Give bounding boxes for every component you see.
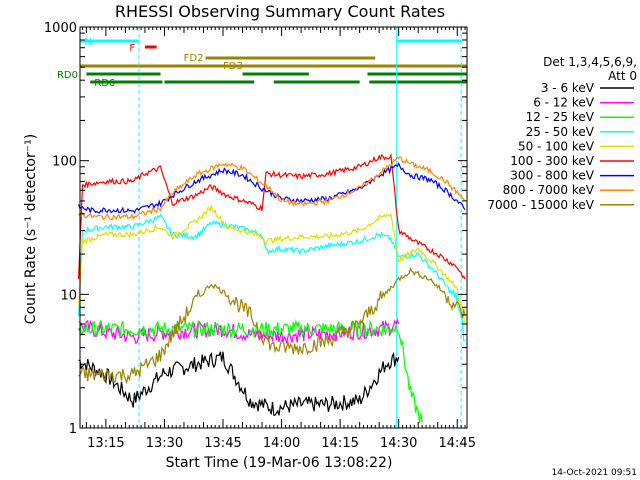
bar-label-rd0: RD0 bbox=[57, 70, 78, 81]
x-tick-label: 14:45 bbox=[439, 436, 476, 451]
series-line-6 bbox=[78, 162, 466, 215]
bar-label-fd2: FD2 bbox=[184, 53, 204, 64]
y-axis: 1 10 100 1000 bbox=[44, 21, 467, 437]
chart-title: RHESSI Observing Summary Count Rates bbox=[115, 2, 445, 21]
bar-label-f: F bbox=[129, 43, 135, 54]
legend-label-8: 7000 - 15000 keV bbox=[487, 198, 594, 212]
x-tick-label: 13:45 bbox=[204, 436, 241, 451]
y-axis-label: Count Rate (s⁻¹ detector⁻¹) bbox=[23, 134, 39, 324]
legend-header-line-1: Det 1,3,4,5,6,9, bbox=[543, 55, 637, 69]
series-line-3 bbox=[78, 213, 465, 342]
x-axis: 13:15 13:30 13:45 14:00 14:15 14:30 14:45 bbox=[81, 27, 476, 451]
series-line-8 bbox=[78, 267, 466, 385]
legend-header-line-2: Att 0 bbox=[608, 69, 637, 83]
x-tick-label: 13:15 bbox=[87, 436, 124, 451]
legend-label-1: 6 - 12 keV bbox=[533, 96, 595, 110]
legend-label-2: 12 - 25 keV bbox=[526, 110, 595, 124]
series-line-7 bbox=[78, 156, 466, 221]
x-axis-label: Start Time (19-Mar-06 13:08:22) bbox=[166, 455, 393, 471]
y-tick-label: 100 bbox=[52, 155, 77, 170]
series-line-4 bbox=[78, 205, 466, 325]
legend-label-3: 25 - 50 keV bbox=[526, 125, 595, 139]
x-tick-label: 14:00 bbox=[263, 436, 300, 451]
series-line-2 bbox=[78, 319, 423, 424]
series-line-0 bbox=[78, 351, 400, 416]
y-tick-label: 1000 bbox=[44, 21, 77, 36]
x-tick-label: 13:30 bbox=[146, 436, 183, 451]
bar-label-n: N bbox=[84, 37, 91, 48]
y-tick-label: 1 bbox=[69, 422, 77, 437]
legend-label-4: 50 - 100 keV bbox=[518, 139, 595, 153]
series-line-1 bbox=[78, 318, 400, 345]
legend-label-5: 100 - 300 keV bbox=[510, 154, 594, 168]
x-tick-label: 14:30 bbox=[380, 436, 417, 451]
bar-label-rd6: RD6 bbox=[94, 78, 115, 89]
legend-label-7: 800 - 7000 keV bbox=[503, 183, 595, 197]
plot-area: N F FD2 FD3 RD0 RD6 bbox=[57, 26, 468, 429]
y-tick-label: 10 bbox=[60, 288, 77, 303]
series-line-5 bbox=[78, 153, 466, 280]
footer-date: 14-Oct-2021 09:51 bbox=[552, 468, 637, 478]
legend-label-6: 300 - 800 keV bbox=[510, 169, 594, 183]
legend-label-0: 3 - 6 keV bbox=[541, 81, 595, 95]
bar-label-fd3: FD3 bbox=[223, 61, 243, 72]
plot-frame bbox=[79, 26, 468, 429]
x-tick-label: 14:15 bbox=[321, 436, 358, 451]
